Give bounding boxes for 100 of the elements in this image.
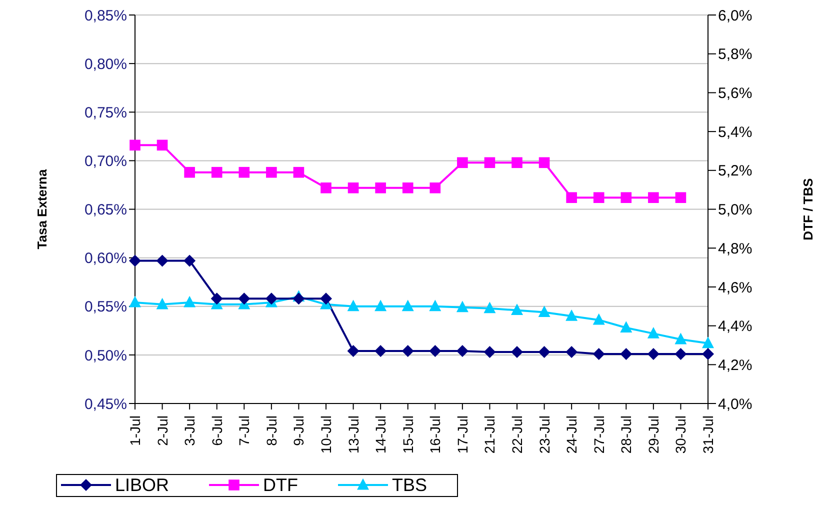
- x-tick-label: 29-Jul: [645, 416, 662, 454]
- point: [266, 166, 277, 178]
- point: [429, 345, 442, 358]
- point: [592, 348, 605, 360]
- point: [457, 157, 468, 168]
- y2-tick-label: 6,0%: [718, 7, 752, 24]
- legend-label: TBS: [392, 474, 428, 496]
- point: [511, 304, 523, 316]
- point: [484, 157, 496, 168]
- x-tick-label: 22-Jul: [509, 416, 525, 454]
- y-tick-label: 0,45%: [84, 396, 127, 413]
- y-axis-title: Tasa Externa: [34, 168, 50, 250]
- x-tick-label: 23-Jul: [536, 416, 552, 454]
- y-tick-label: 0,70%: [84, 153, 127, 170]
- y2-tick-label: 5,2%: [718, 162, 752, 180]
- x-tick-label: 7-Jul: [236, 416, 252, 446]
- point: [484, 346, 496, 358]
- point: [374, 345, 387, 358]
- point: [456, 300, 468, 312]
- point: [265, 292, 278, 305]
- point: [647, 348, 660, 360]
- x-tick-label: 24-Jul: [564, 416, 580, 454]
- point: [402, 182, 414, 194]
- x-tick-label: 1-Jul: [127, 416, 143, 446]
- point: [620, 348, 632, 360]
- y2-tick-label: 4,4%: [718, 318, 752, 336]
- x-tick-label: 31-Jul: [700, 416, 716, 454]
- point: [348, 182, 359, 194]
- point: [648, 192, 659, 203]
- point: [593, 192, 604, 203]
- x-tick-label: 15-Jul: [400, 416, 416, 454]
- point: [238, 292, 250, 305]
- legend-label: LIBOR: [115, 474, 170, 496]
- y2-tick-label: 5,6%: [718, 85, 752, 102]
- point: [320, 182, 332, 194]
- x-tick-label: 28-Jul: [618, 416, 634, 454]
- x-tick-label: 16-Jul: [427, 416, 444, 454]
- x-tick-label: 27-Jul: [590, 416, 607, 454]
- y2-tick-label: 4,8%: [718, 240, 752, 258]
- point: [566, 309, 578, 321]
- point: [320, 292, 332, 305]
- x-tick-label: 3-Jul: [182, 416, 198, 446]
- point: [210, 292, 223, 305]
- point: [430, 182, 441, 194]
- y-tick-label: 0,55%: [84, 298, 127, 316]
- point: [538, 346, 550, 358]
- point: [374, 300, 387, 312]
- point: [538, 157, 550, 168]
- point: [375, 182, 386, 194]
- y-tick-label: 0,65%: [84, 202, 127, 219]
- y2-axis-title: DTF / TBS: [800, 178, 816, 240]
- point: [292, 292, 305, 305]
- x-tick-label: 2-Jul: [154, 416, 170, 446]
- y-tick-label: 0,80%: [84, 56, 127, 73]
- point: [156, 254, 168, 267]
- y2-tick-label: 4,0%: [718, 396, 752, 413]
- y-tick-label: 0,50%: [84, 347, 127, 364]
- point: [211, 166, 222, 178]
- y-tick-label: 0,85%: [84, 7, 127, 24]
- point: [592, 313, 605, 325]
- point: [347, 345, 360, 358]
- point: [156, 298, 168, 310]
- y-tick-label: 0,60%: [84, 250, 127, 268]
- point: [674, 348, 687, 360]
- x-tick-label: 14-Jul: [372, 416, 389, 454]
- x-tick-label: 8-Jul: [263, 416, 280, 446]
- point: [702, 348, 714, 360]
- point: [156, 140, 168, 151]
- point: [512, 157, 522, 168]
- x-tick-label: 17-Jul: [454, 416, 470, 454]
- y2-tick-label: 5,4%: [718, 124, 752, 141]
- point: [511, 346, 523, 358]
- point: [238, 166, 250, 178]
- point: [184, 254, 196, 267]
- point: [402, 345, 414, 358]
- y-tick-label: 0,75%: [84, 104, 127, 122]
- x-tick-label: 6-Jul: [208, 416, 225, 446]
- point: [484, 302, 496, 314]
- y2-tick-label: 5,8%: [718, 46, 752, 64]
- x-tick-label: 10-Jul: [318, 416, 334, 454]
- point: [293, 166, 304, 178]
- point: [566, 346, 578, 358]
- x-tick-label: 9-Jul: [290, 416, 307, 446]
- point: [456, 345, 468, 358]
- point: [675, 192, 686, 203]
- point: [429, 300, 442, 312]
- point: [184, 296, 196, 308]
- point: [620, 192, 632, 203]
- legend-label: DTF: [263, 474, 298, 496]
- point: [647, 326, 660, 338]
- point: [130, 140, 140, 151]
- point: [566, 192, 577, 203]
- y2-tick-label: 4,6%: [718, 279, 752, 296]
- point: [347, 300, 360, 312]
- point: [702, 336, 714, 348]
- point: [129, 296, 141, 308]
- y2-tick-label: 5,0%: [718, 202, 752, 219]
- x-tick-label: 21-Jul: [482, 416, 498, 454]
- y2-tick-label: 4,2%: [718, 356, 752, 374]
- point: [674, 332, 687, 344]
